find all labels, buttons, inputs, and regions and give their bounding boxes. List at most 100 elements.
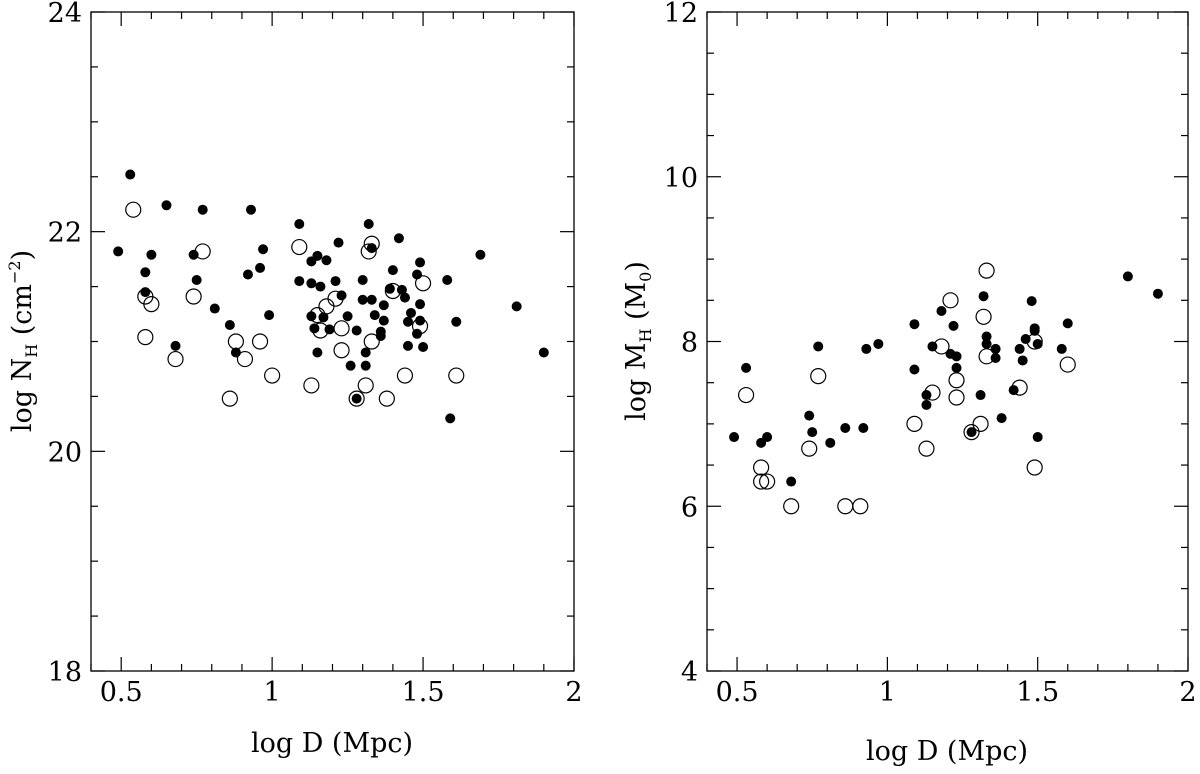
open-data-point — [251, 333, 269, 350]
filled-data-point — [511, 301, 522, 312]
filled-data-point — [1062, 318, 1073, 329]
open-data-point — [810, 367, 827, 385]
filled-data-point — [170, 340, 181, 351]
filled-data-point — [975, 390, 986, 401]
filled-data-point — [330, 276, 341, 287]
open-data-point — [737, 386, 755, 404]
open-data-point — [753, 459, 770, 476]
filled-data-point — [804, 410, 815, 421]
right-tick-labels: 0.5 1 1.5 2 4 6 8 10 12 — [664, 0, 1197, 708]
filled-data-point — [336, 290, 347, 301]
open-data-point — [125, 201, 142, 218]
filled-data-point — [230, 347, 241, 358]
right-axis-ticks — [706, 11, 1189, 672]
filled-data-point — [318, 312, 329, 323]
open-data-point — [348, 390, 365, 407]
filled-data-point — [951, 362, 962, 373]
filled-data-point — [412, 269, 423, 280]
open-data-point — [333, 320, 350, 337]
filled-data-point — [936, 306, 947, 317]
right-x-axis-label: log D (Mpc) — [866, 736, 1028, 767]
open-data-point — [378, 390, 395, 407]
filled-data-point — [825, 437, 836, 448]
open-data-point — [363, 333, 380, 350]
filled-data-point — [873, 338, 884, 349]
left-panel: 0.5 1 1.5 2 18 20 22 24 log D (Mpc) log NH (cm−… — [5, 0, 583, 759]
filled-data-point — [113, 246, 124, 257]
filled-data-point — [242, 269, 253, 280]
filled-data-point — [245, 204, 256, 215]
filled-data-point — [921, 399, 932, 410]
open-data-point — [221, 390, 238, 407]
left-tick-labels: 0.5 1 1.5 2 18 20 22 24 — [48, 0, 583, 708]
filled-data-point — [861, 343, 872, 354]
open-data-point — [948, 372, 965, 389]
right-data-points — [729, 262, 1163, 515]
filled-data-point — [224, 320, 235, 331]
filled-data-point — [321, 255, 332, 266]
open-data-point — [264, 367, 281, 384]
filled-data-point — [786, 476, 797, 487]
filled-data-point — [1152, 288, 1163, 299]
filled-data-point — [140, 287, 151, 298]
filled-data-point — [264, 310, 275, 321]
filled-data-point — [209, 303, 220, 314]
x-tick-label: 1 — [879, 677, 896, 708]
filled-data-point — [813, 341, 824, 352]
filled-data-point — [1056, 343, 1067, 354]
filled-data-point — [324, 324, 335, 335]
filled-data-point — [375, 331, 386, 342]
filled-data-point — [981, 338, 992, 349]
x-tick-label: 0.5 — [716, 677, 759, 708]
filled-data-point — [387, 265, 398, 276]
filled-data-point — [188, 249, 199, 260]
open-data-point — [291, 238, 308, 256]
left-axis-ticks — [90, 11, 575, 672]
filled-data-point — [369, 310, 380, 321]
y-tick-label: 20 — [48, 437, 82, 468]
x-tick-label: 1 — [264, 677, 281, 708]
filled-data-point — [1020, 334, 1031, 345]
filled-data-point — [412, 328, 423, 339]
open-data-point — [972, 415, 989, 432]
filled-data-point — [378, 315, 389, 326]
filled-data-point — [840, 422, 851, 433]
open-data-point — [360, 243, 377, 260]
y-tick-label: 10 — [664, 163, 698, 194]
filled-data-point — [981, 331, 992, 342]
open-data-point — [318, 298, 335, 315]
y-tick-label: 8 — [681, 328, 698, 359]
filled-data-point — [125, 169, 136, 180]
filled-data-point — [402, 316, 413, 327]
open-data-point — [918, 440, 935, 457]
filled-data-point — [366, 243, 377, 254]
filled-data-point — [312, 250, 323, 261]
filled-data-point — [729, 432, 740, 443]
filled-data-point — [415, 315, 426, 326]
open-data-point — [942, 292, 959, 309]
filled-data-point — [415, 299, 426, 310]
filled-data-point — [948, 320, 959, 331]
filled-data-point — [1032, 338, 1043, 349]
filled-data-point — [357, 294, 368, 305]
filled-data-point — [990, 352, 1001, 363]
filled-data-point — [951, 351, 962, 362]
filled-data-point — [442, 274, 453, 285]
filled-data-point — [978, 291, 989, 302]
filled-data-point — [396, 284, 407, 295]
x-tick-label: 0.5 — [100, 677, 143, 708]
open-data-point — [167, 350, 184, 368]
filled-data-point — [445, 413, 456, 424]
filled-data-point — [909, 364, 920, 375]
filled-data-point — [921, 390, 932, 401]
open-data-point — [236, 350, 254, 368]
filled-data-point — [294, 276, 305, 287]
open-data-point — [852, 498, 869, 515]
filled-data-point — [996, 413, 1007, 424]
open-data-point — [448, 367, 465, 384]
x-tick-label: 2 — [1179, 677, 1196, 708]
filled-data-point — [909, 319, 920, 330]
open-data-point — [948, 389, 965, 406]
filled-data-point — [258, 244, 269, 255]
filled-data-point — [1017, 355, 1028, 366]
